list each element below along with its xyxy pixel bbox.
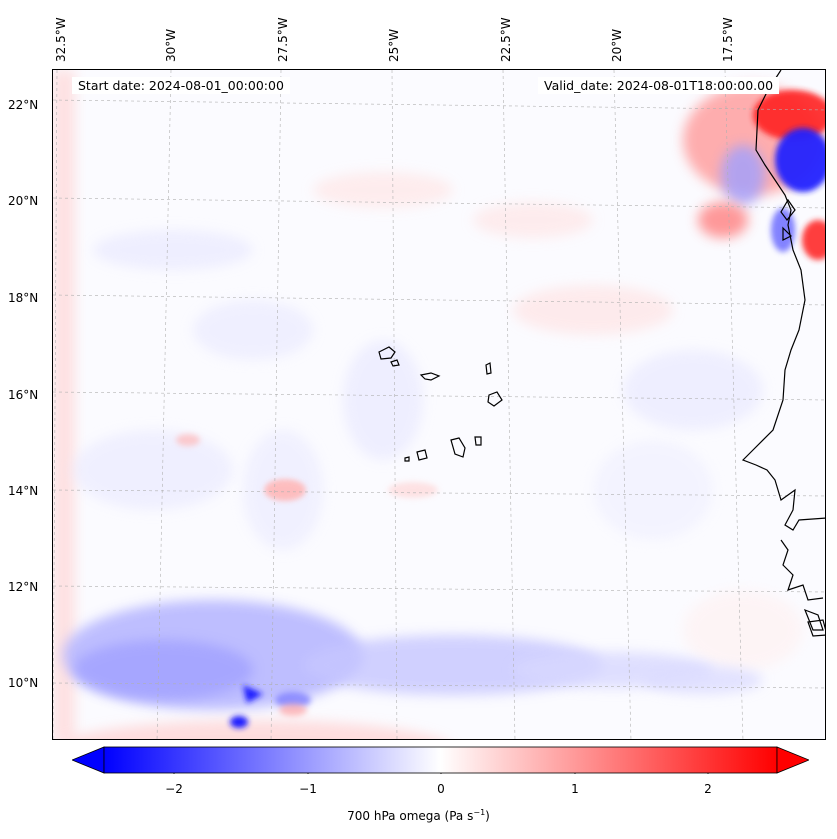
colorbar-tick-1: 1	[571, 782, 579, 796]
omega-field-map	[53, 70, 825, 739]
colorbar-tick-minus-2: −2	[165, 782, 183, 796]
valid-date-label: Valid_date: 2024-08-01T18:00:00.00	[538, 77, 780, 94]
lat-label-10n: 10°N	[8, 676, 39, 690]
lon-label-17-5w: 17.5°W	[721, 17, 735, 62]
colorbar-extend-high	[776, 746, 809, 774]
cape-verde-fogo	[416, 449, 428, 461]
colorbar-units: Pa s	[449, 809, 474, 823]
cape-verde-boa-vista	[487, 391, 503, 407]
colorbar-tick-minus-1: −1	[299, 782, 317, 796]
map-panel	[52, 69, 826, 740]
lat-label-20n: 20°N	[8, 194, 39, 208]
cape-verde-sao-vicente	[390, 359, 400, 367]
colorbar-tick-0: 0	[437, 782, 445, 796]
gridlines	[53, 70, 825, 739]
colorbar-label: 700 hPa omega (Pa s−1)	[347, 808, 490, 823]
coastlines	[378, 70, 825, 637]
colorbar-variable: 700 hPa omega	[347, 809, 441, 823]
cape-verde-santiago	[450, 437, 466, 458]
lat-label-12n: 12°N	[8, 580, 39, 594]
cape-verde-santo-antao	[378, 346, 396, 360]
cape-verde-maio	[474, 436, 482, 446]
colorbar-units-exponent: −1	[473, 808, 486, 817]
colorbar-tick-2: 2	[704, 782, 712, 796]
cape-verde-sao-nicolau	[419, 372, 441, 381]
cape-verde-brava	[404, 456, 410, 462]
lat-label-16n: 16°N	[8, 388, 39, 402]
start-date-label: Start date: 2024-08-01_00:00:00	[72, 77, 290, 94]
lon-label-22-5w: 22.5°W	[499, 17, 513, 62]
cape-verde-sal	[485, 362, 492, 375]
colorbar-extend-low	[72, 746, 105, 774]
lon-label-32-5w: 32.5°W	[54, 17, 68, 62]
colorbar	[72, 746, 809, 774]
lon-label-27-5w: 27.5°W	[276, 17, 290, 62]
west-africa-coastline	[741, 70, 825, 531]
omega-field-layer	[53, 70, 825, 739]
lat-label-22n: 22°N	[8, 98, 39, 112]
lat-label-18n: 18°N	[8, 291, 39, 305]
lon-label-20w: 20°W	[610, 28, 624, 62]
lon-label-25w: 25°W	[387, 28, 401, 62]
lat-label-14n: 14°N	[8, 484, 39, 498]
colorbar-gradient	[103, 746, 778, 774]
lon-label-30w: 30°W	[164, 28, 178, 62]
